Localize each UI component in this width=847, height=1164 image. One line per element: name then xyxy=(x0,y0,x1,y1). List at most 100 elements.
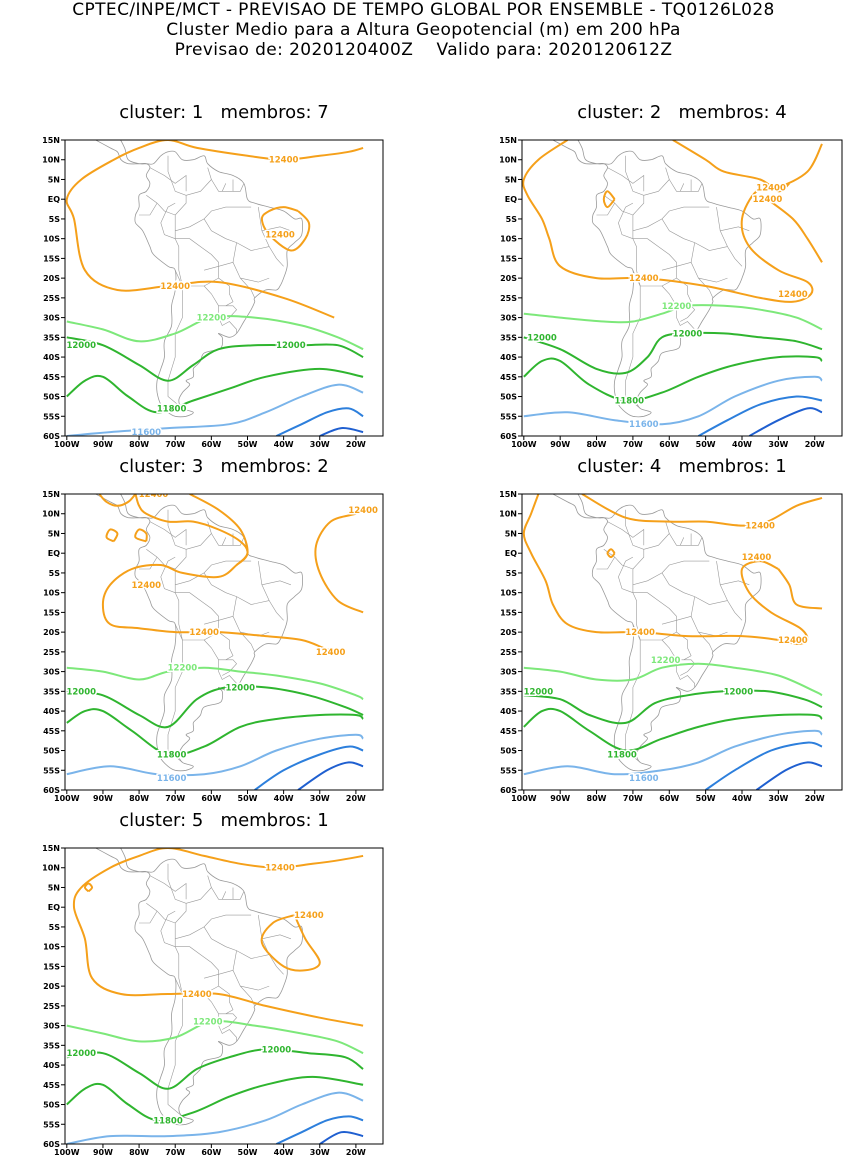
lat-tick-label: 15N xyxy=(42,844,60,853)
height-contour xyxy=(66,1075,364,1122)
lon-tick-label: 100W xyxy=(54,440,80,449)
country-border xyxy=(174,923,219,995)
height-contour xyxy=(66,1048,364,1090)
country-border xyxy=(661,277,692,307)
country-border xyxy=(669,533,685,546)
country-border xyxy=(261,226,292,232)
height-contour xyxy=(66,336,364,382)
lon-tick-label: 60W xyxy=(659,794,679,803)
country-border xyxy=(160,910,176,947)
height-contour xyxy=(581,494,823,527)
height-contour xyxy=(98,494,137,507)
lat-tick-label: 35S xyxy=(500,687,517,696)
lat-tick-label: 40S xyxy=(43,1061,60,1070)
height-contour xyxy=(697,395,823,436)
lat-tick-label: 40S xyxy=(500,707,517,716)
country-border xyxy=(632,215,677,287)
country-border xyxy=(139,202,158,216)
country-border xyxy=(139,910,158,924)
height-contour xyxy=(134,528,148,543)
contour-label: 12400 xyxy=(189,628,219,638)
country-border xyxy=(680,533,692,546)
contour-label: 12400 xyxy=(182,990,212,1000)
country-border xyxy=(186,875,212,904)
lat-tick-label: 5S xyxy=(49,569,61,578)
lat-tick-label: 10S xyxy=(500,235,517,244)
country-border xyxy=(167,624,183,763)
height-contour xyxy=(523,707,823,752)
lat-tick-label: 5N xyxy=(48,175,60,184)
country-border xyxy=(603,195,634,216)
lat-tick-label: 10N xyxy=(499,156,517,165)
lat-tick-label: 5N xyxy=(505,529,517,538)
country-border xyxy=(211,533,227,546)
panel-title: cluster: 3 membros: 2 xyxy=(119,456,329,477)
height-contour xyxy=(705,741,823,790)
country-border xyxy=(160,556,176,593)
country-border xyxy=(261,934,292,940)
country-border xyxy=(174,215,219,287)
lon-tick-label: 100W xyxy=(511,794,537,803)
contour-label: 12000 xyxy=(524,687,554,697)
country-border xyxy=(225,592,270,605)
contour-label: 12200 xyxy=(168,664,198,674)
country-border xyxy=(149,167,187,192)
contour-label: 12400 xyxy=(778,290,808,300)
lat-tick-label: 50S xyxy=(43,1101,60,1110)
lon-tick-label: 80W xyxy=(587,440,607,449)
contour-label: 12200 xyxy=(662,302,692,312)
country-border xyxy=(691,183,703,192)
panel-title: cluster: 1 membros: 7 xyxy=(119,102,329,123)
country-border xyxy=(596,556,615,570)
lat-tick-label: 15S xyxy=(500,608,517,617)
country-border xyxy=(222,887,234,900)
lon-tick-label: 80W xyxy=(129,440,149,449)
country-border xyxy=(625,270,641,409)
country-border xyxy=(632,569,677,641)
height-contour xyxy=(189,494,249,566)
contour-label: 12400 xyxy=(132,581,162,591)
country-border xyxy=(698,277,728,283)
map-frame xyxy=(521,493,843,791)
country-border xyxy=(607,521,645,546)
height-contour xyxy=(66,708,364,757)
contour-label: 12400 xyxy=(269,156,299,166)
height-contour xyxy=(260,206,311,252)
lon-tick-label: 30W xyxy=(768,794,788,803)
country-border xyxy=(258,561,284,621)
lat-tick-label: 35S xyxy=(500,333,517,342)
lat-tick-label: EQ xyxy=(48,549,60,558)
lon-tick-label: 50W xyxy=(238,440,258,449)
country-border xyxy=(680,659,696,676)
lat-tick-label: 15N xyxy=(499,490,517,499)
country-border xyxy=(222,179,234,192)
lat-tick-label: 15S xyxy=(43,254,60,263)
contour-label: 12400 xyxy=(625,628,655,638)
contour-label: 12400 xyxy=(629,274,659,284)
lon-tick-label: 60W xyxy=(201,440,221,449)
country-border xyxy=(683,592,728,605)
lon-tick-label: 20W xyxy=(805,794,825,803)
panel-title: cluster: 4 membros: 1 xyxy=(577,456,787,477)
country-border xyxy=(669,179,685,192)
lon-tick-label: 70W xyxy=(623,440,643,449)
map-frame xyxy=(64,139,384,437)
lat-tick-label: 5N xyxy=(505,175,517,184)
country-border xyxy=(233,891,245,900)
contour-label: 12000 xyxy=(527,333,557,343)
country-border xyxy=(218,305,237,334)
contour-label: 11600 xyxy=(629,420,659,430)
lat-tick-label: 10N xyxy=(42,864,60,873)
coastline xyxy=(552,140,762,418)
contour-label: 11800 xyxy=(607,750,637,760)
lon-tick-label: 90W xyxy=(93,794,113,803)
lat-tick-label: 10S xyxy=(43,943,60,952)
height-contour xyxy=(766,198,823,263)
height-contour xyxy=(66,1020,364,1055)
lat-tick-label: 45S xyxy=(500,373,517,382)
country-border xyxy=(603,549,634,570)
lat-tick-label: 60S xyxy=(43,432,60,441)
lon-tick-label: 80W xyxy=(129,794,149,803)
lat-tick-label: 55S xyxy=(43,412,60,421)
height-contour xyxy=(319,1130,364,1144)
